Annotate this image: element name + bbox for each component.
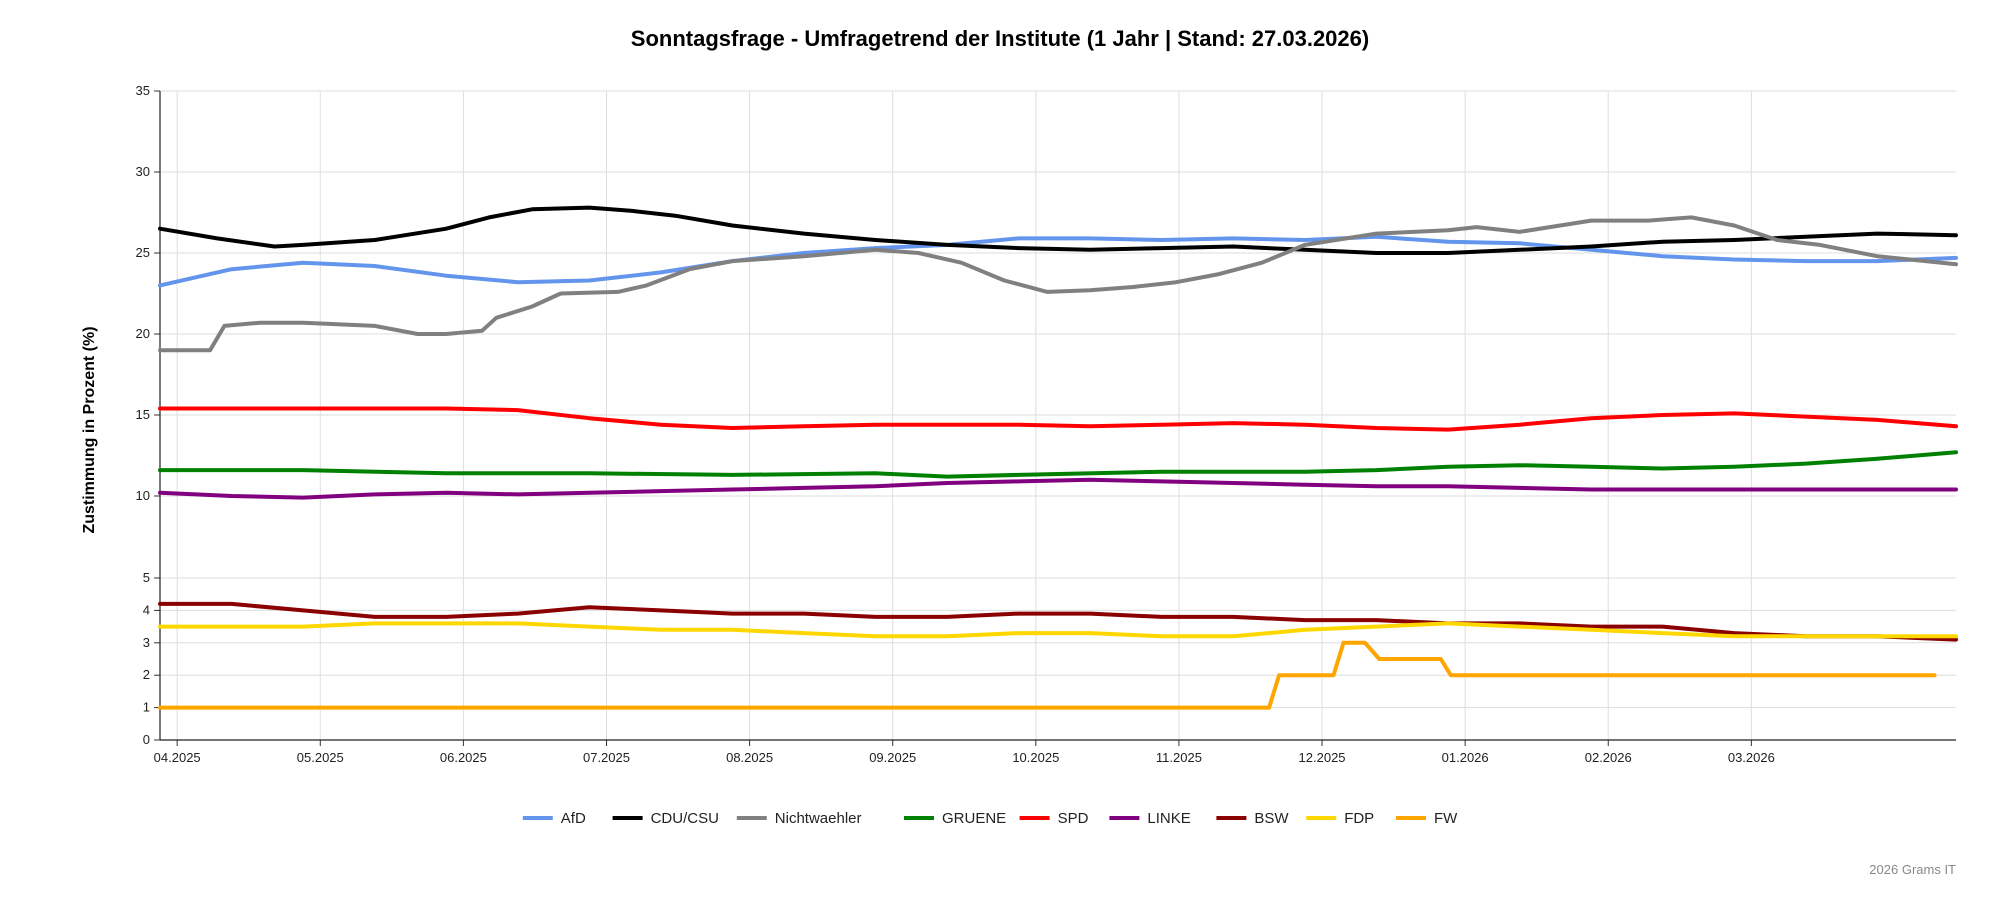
series-line-fdp (158, 621, 1958, 639)
y-tick-label: 20 (136, 326, 150, 341)
y-tick-label: 30 (136, 164, 150, 179)
y-axis-label: Zustimmung in Prozent (%) (81, 326, 98, 533)
y-tick-label: 0 (143, 732, 150, 747)
y-tick-label: 2 (143, 667, 150, 682)
legend-label: AfD (561, 810, 586, 827)
x-tick-label: 03.2026 (1728, 750, 1775, 765)
legend-item-nichtwaehler[interactable]: Nichtwaehler (736, 810, 862, 827)
legend-label: FW (1434, 810, 1458, 827)
series-line-afd (158, 234, 1958, 288)
y-tick-label: 3 (143, 635, 150, 650)
legend-item-afd[interactable]: AfD (522, 810, 586, 827)
legend-label: CDU/CSU (651, 810, 719, 827)
legend-label: Nichtwaehler (775, 810, 862, 827)
y-tick-label: 25 (136, 245, 150, 260)
legend-item-fw[interactable]: FW (1396, 810, 1458, 827)
legend-label: BSW (1254, 810, 1289, 827)
series-line-spd (158, 406, 1958, 432)
axis-layer: 0 1 2 3 4 5 10 15 20 25 30 35 04.2025 05.2025 06.2025 0… (136, 83, 1956, 765)
x-tick-label: 05.2025 (297, 750, 344, 765)
x-tick-label: 01.2026 (1442, 750, 1489, 765)
x-tick-label: 09.2025 (869, 750, 916, 765)
legend-item-cdu-csu[interactable]: CDU/CSU (612, 810, 719, 827)
legend-label: LINKE (1147, 810, 1190, 827)
legend-item-fdp[interactable]: FDP (1306, 810, 1374, 827)
legend-label: FDP (1344, 810, 1374, 827)
legend-item-spd[interactable]: SPD (1019, 810, 1089, 827)
y-tick-label: 15 (136, 407, 150, 422)
x-tick-label: 02.2026 (1585, 750, 1632, 765)
series-line-nichtwaehler (158, 215, 1958, 353)
y-tick-label: 4 (143, 602, 150, 617)
x-tick-label: 08.2025 (726, 750, 773, 765)
series-line-fw (158, 640, 1937, 710)
legend-item-gruene[interactable]: GRUENE (904, 810, 1006, 827)
y-tick-label: 5 (143, 570, 150, 585)
series-line-linke (158, 477, 1958, 500)
x-tick-label: 04.2025 (154, 750, 201, 765)
legend: AfD CDU/CSU Nichtwaehler GRUENE SPD LINKE BSW F… (522, 810, 1458, 827)
y-tick-label: 35 (136, 83, 150, 98)
x-tick-label: 07.2025 (583, 750, 630, 765)
series-line-bsw (158, 601, 1958, 642)
credit-text: 2026 Grams IT (1869, 862, 1956, 877)
series-line-cdu-csu (158, 205, 1958, 255)
legend-label: SPD (1058, 810, 1089, 827)
x-tick-label: 11.2025 (1156, 750, 1202, 765)
x-tick-label: 12.2025 (1299, 750, 1346, 765)
x-tick-label: 06.2025 (440, 750, 487, 765)
legend-item-bsw[interactable]: BSW (1216, 810, 1289, 827)
y-tick-label: 10 (136, 488, 150, 503)
x-tick-label: 10.2025 (1012, 750, 1059, 765)
y-tick-label: 1 (143, 700, 150, 715)
series-layer (158, 205, 1958, 710)
chart-title: Sonntagsfrage - Umfragetrend der Institu… (631, 26, 1369, 51)
legend-item-linke[interactable]: LINKE (1109, 810, 1191, 827)
legend-label: GRUENE (942, 810, 1006, 827)
series-line-gruene (158, 450, 1958, 479)
